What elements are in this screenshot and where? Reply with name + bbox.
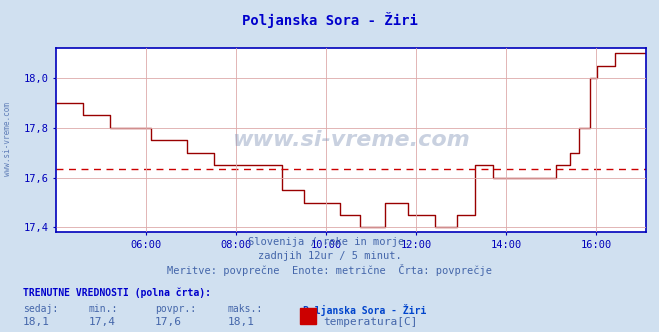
Text: www.si-vreme.com: www.si-vreme.com	[3, 103, 13, 176]
Text: 17,6: 17,6	[155, 317, 182, 327]
Text: zadnjih 12ur / 5 minut.: zadnjih 12ur / 5 minut.	[258, 251, 401, 261]
Text: temperatura[C]: temperatura[C]	[323, 317, 417, 327]
Text: 18,1: 18,1	[23, 317, 50, 327]
Text: Slovenija / reke in morje.: Slovenija / reke in morje.	[248, 237, 411, 247]
Text: sedaj:: sedaj:	[23, 304, 58, 314]
Text: povpr.:: povpr.:	[155, 304, 196, 314]
Text: 18,1: 18,1	[227, 317, 254, 327]
Text: Poljanska Sora - Žiri: Poljanska Sora - Žiri	[242, 12, 417, 28]
Text: min.:: min.:	[89, 304, 119, 314]
Text: TRENUTNE VREDNOSTI (polna črta):: TRENUTNE VREDNOSTI (polna črta):	[23, 287, 211, 298]
Text: 17,4: 17,4	[89, 317, 116, 327]
Text: Meritve: povprečne  Enote: metrične  Črta: povprečje: Meritve: povprečne Enote: metrične Črta:…	[167, 264, 492, 276]
Text: maks.:: maks.:	[227, 304, 262, 314]
Text: www.si-vreme.com: www.si-vreme.com	[232, 130, 470, 150]
Text: Poljanska Sora - Žiri: Poljanska Sora - Žiri	[303, 304, 426, 316]
